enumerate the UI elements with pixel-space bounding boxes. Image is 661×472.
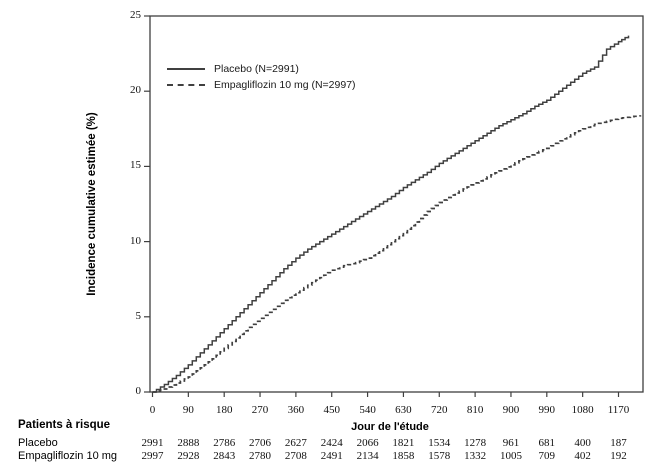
risk-cell: 2134 <box>356 450 379 462</box>
x-tick-label: 1080 <box>571 404 594 416</box>
risk-cell: 2424 <box>320 437 343 449</box>
x-tick-label: 630 <box>395 404 412 416</box>
y-tick-label: 10 <box>130 234 141 247</box>
risk-cell: 2786 <box>213 437 236 449</box>
risk-row-label-placebo: Placebo <box>18 437 58 449</box>
risk-cell: 1332 <box>464 450 487 462</box>
risk-cell: 1278 <box>464 437 487 449</box>
risk-cell: 2066 <box>356 437 379 449</box>
x-tick-label: 810 <box>466 404 484 416</box>
x-tick-label: 270 <box>251 404 269 416</box>
risk-cell: 2627 <box>284 437 307 449</box>
x-tick-label: 180 <box>215 404 233 416</box>
x-tick-label: 450 <box>323 404 340 416</box>
plot-frame <box>149 15 644 393</box>
risk-cell: 1534 <box>428 437 451 449</box>
risk-cell: 681 <box>538 437 556 449</box>
risk-cell: 1858 <box>392 450 415 462</box>
placebo-curve <box>152 35 630 393</box>
legend: Placebo (N=2991) Empagliflozin 10 mg (N=… <box>167 61 356 93</box>
empagliflozin-curve <box>152 114 642 393</box>
axis-tick-marks <box>144 15 620 397</box>
risk-table-title: Patients à risque <box>18 419 111 431</box>
risk-cell: 2928 <box>177 450 200 462</box>
risk-cell: 2843 <box>213 450 236 462</box>
y-tick-label: 5 <box>135 309 142 322</box>
risk-cell: 2997 <box>141 450 164 462</box>
x-tick-label: 0 <box>149 404 156 416</box>
y-axis-title: Incidence cumulative estimée (%) <box>86 112 98 296</box>
x-axis-title: Jour de l'étude <box>351 421 429 433</box>
dashed-line-icon <box>167 84 205 86</box>
legend-label: Placebo (N=2991) <box>214 63 299 75</box>
risk-cell: 1821 <box>392 437 415 449</box>
y-tick-label: 25 <box>130 9 141 21</box>
x-tick-label: 990 <box>538 404 556 416</box>
x-tick-label: 540 <box>359 404 376 416</box>
solid-line-icon <box>167 68 205 70</box>
y-tick-label: 0 <box>135 385 142 397</box>
risk-cell: 187 <box>610 437 627 449</box>
risk-cell: 709 <box>538 450 556 462</box>
risk-cell: 2706 <box>249 437 272 449</box>
legend-label: Empagliflozin 10 mg (N=2997) <box>214 79 356 91</box>
risk-cell: 402 <box>574 450 591 462</box>
risk-cell: 192 <box>610 450 627 462</box>
risk-cell: 2991 <box>141 437 164 449</box>
x-tick-label: 720 <box>431 404 448 416</box>
risk-row-label-empagliflozin: Empagliflozin 10 mg <box>18 450 118 462</box>
x-tick-label: 1170 <box>607 404 630 416</box>
risk-cell: 2708 <box>284 450 307 462</box>
x-tick-label: 90 <box>182 404 194 416</box>
legend-item-empagliflozin: Empagliflozin 10 mg (N=2997) <box>167 77 356 93</box>
risk-cell: 1578 <box>428 450 451 462</box>
legend-item-placebo: Placebo (N=2991) <box>167 61 356 77</box>
x-tick-label: 900 <box>502 404 520 416</box>
x-tick-label: 360 <box>287 404 305 416</box>
y-tick-label: 15 <box>130 159 141 172</box>
risk-cell: 2888 <box>177 437 200 449</box>
risk-cell: 2780 <box>249 450 272 462</box>
risk-cell: 2491 <box>320 450 343 462</box>
risk-cell: 1005 <box>499 450 522 462</box>
risk-cell: 400 <box>574 437 591 449</box>
y-tick-label: 20 <box>130 84 141 97</box>
risk-cell: 961 <box>502 437 520 449</box>
